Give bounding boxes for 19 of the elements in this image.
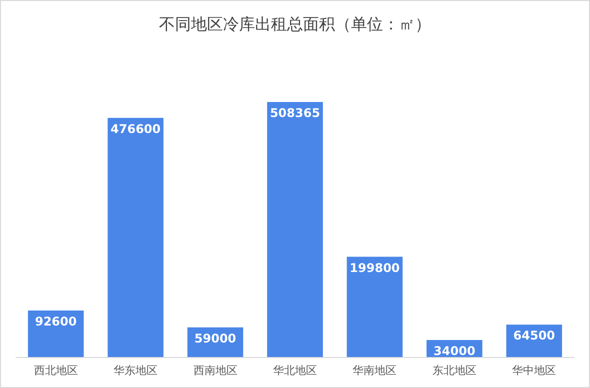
bar: [346, 256, 403, 357]
x-tick-label: 华南地区: [352, 364, 397, 377]
chart-title: 不同地区冷库出租总面积（单位：㎡）: [159, 14, 431, 34]
data-label: 199800: [350, 260, 400, 275]
data-label: 64500: [513, 328, 556, 343]
data-label: 59000: [194, 331, 236, 346]
x-tick-label: 华东地区: [114, 364, 158, 377]
data-label: 476600: [110, 122, 161, 136]
x-tick-label: 华中地区: [512, 364, 556, 377]
data-label: 34000: [434, 344, 476, 358]
bar: [108, 118, 164, 357]
data-label: 92600: [34, 314, 77, 329]
bar: [267, 102, 323, 357]
x-tick-label: 东北地区: [432, 364, 476, 377]
x-tick-label: 西南地区: [193, 364, 238, 377]
x-tick-label: 华北地区: [273, 364, 317, 377]
x-tick-label: 西北地区: [34, 364, 78, 377]
bar: [28, 310, 84, 357]
data-label: 508365: [270, 106, 320, 120]
